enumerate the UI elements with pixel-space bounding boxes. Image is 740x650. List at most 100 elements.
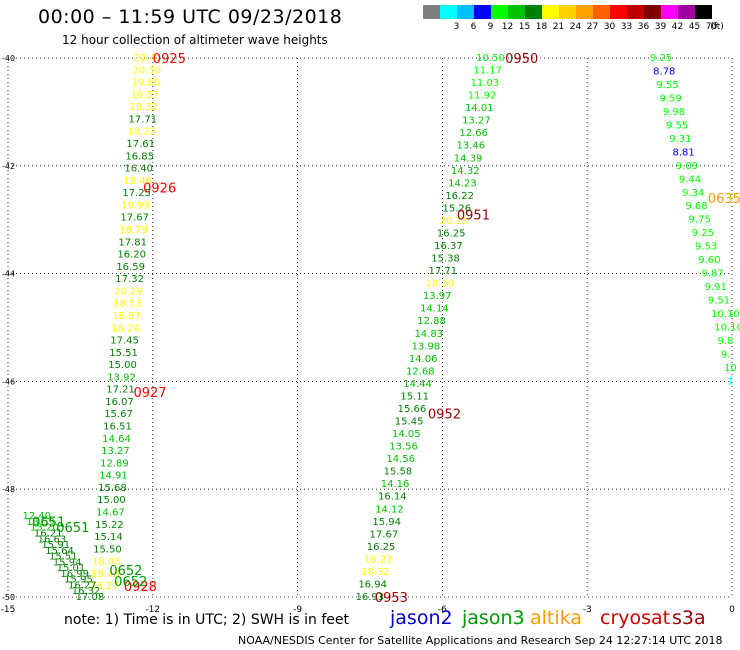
swh-value-s3a: 11.03 <box>471 78 500 89</box>
swh-value-jason2: 9.55 <box>666 120 688 131</box>
time-label: 0635 <box>708 192 740 207</box>
colorbar-swatch <box>695 5 712 19</box>
colorbar-label: 24 <box>569 22 582 32</box>
page-subtitle: 12 hour collection of altimeter wave hei… <box>62 33 328 47</box>
swh-value-jason2: 9.75 <box>689 215 711 226</box>
legend-altika: altika <box>530 607 582 629</box>
swh-value-s3a: 15.38 <box>431 254 460 265</box>
y-tick-label: -42 <box>2 162 15 171</box>
y-tick-label: -44 <box>2 270 15 279</box>
swh-value-jason3: 16.40 <box>124 164 153 175</box>
swh-value-s3a: 13.56 <box>389 442 418 453</box>
swh-value-jason3: 14.91 <box>99 471 128 482</box>
swh-value-s3a: 15.66 <box>398 404 427 415</box>
swh-value-jason3: 15.14 <box>94 532 123 543</box>
swh-value-jason3: 15.68 <box>98 483 127 494</box>
time-label: 0651 <box>56 521 89 536</box>
colorbar-swatch <box>559 5 576 19</box>
y-tick-label: -50 <box>2 593 15 602</box>
swh-value-s3a: 12.88 <box>417 316 446 327</box>
swh-value-jason3: 16.51 <box>103 422 132 433</box>
x-tick-label: -3 <box>583 605 592 615</box>
swh-value-jason2: 9.44 <box>679 174 701 185</box>
colorbar-unit: (ft) <box>710 22 724 32</box>
swh-value-jason3: 16.20 <box>117 250 146 261</box>
swh-value-jason2: 9.25 <box>692 228 714 239</box>
swh-value-s3a: 15.94 <box>372 517 401 528</box>
colorbar-label: 42 <box>671 22 684 32</box>
swh-value-jason3_south: 13.20 <box>30 523 59 534</box>
swh-value-jason3: 15.51 <box>109 348 138 359</box>
swh-value-jason2: 9.60 <box>698 255 720 266</box>
colorbar-label: 33 <box>620 22 633 32</box>
swh-value-jason3: 15.50 <box>93 544 122 555</box>
swh-value-jason2: 9.31 <box>669 134 691 145</box>
swh-value-jason3: 19.85 <box>131 78 160 89</box>
colorbar-label: 21 <box>552 22 565 32</box>
note-text: note: 1) Time is in UTC; 2) SWH is in fe… <box>64 612 350 628</box>
swh-value-jason3_south: 12.40 <box>22 511 51 522</box>
swh-value-jason2: 9.34 <box>682 188 704 199</box>
swh-value-jason2: 9.59 <box>660 93 682 104</box>
x-tick-label: -9 <box>293 605 302 615</box>
swh-value-jason2: 9. <box>721 349 731 360</box>
time-label: 0953 <box>375 591 408 606</box>
colorbar-label: 36 <box>637 22 650 32</box>
swh-value-jason3: 15.00 <box>97 495 126 506</box>
swh-value-jason3_south: 16.63 <box>38 534 67 545</box>
swh-value-jason3: 19.93 <box>121 200 150 211</box>
colorbar-swatch <box>440 5 457 19</box>
swh-value-jason3: 17.61 <box>126 139 155 150</box>
swh-value-s3a: 11.17 <box>473 66 502 77</box>
legend-jason2: jason2 <box>390 607 453 629</box>
swh-value-jason3_south: 15.94 <box>53 557 82 568</box>
swh-value-jason3: 17.21 <box>106 385 135 396</box>
swh-value-jason3: 13.27 <box>101 446 130 457</box>
swh-value-jason2: 9.53 <box>695 242 717 253</box>
swh-value-s3a: 13.46 <box>457 141 486 152</box>
swh-value-jason2: 10 <box>724 363 737 374</box>
swh-value-jason3: 14.64 <box>102 434 131 445</box>
swh-value-jason3_south: 16.99 <box>60 569 89 580</box>
colorbar-swatch <box>593 5 610 19</box>
colorbar-label: 6 <box>470 22 477 32</box>
swh-value-jason3: 18.79 <box>119 225 148 236</box>
time-label: 0652 <box>114 575 147 590</box>
colorbar-swatch <box>678 5 695 19</box>
swh-value-jason3_south: 16.27 <box>68 580 97 591</box>
colorbar-label: 30 <box>603 22 616 32</box>
colorbar-swatch <box>542 5 559 19</box>
swh-value-jason3: 18.22 <box>127 127 156 138</box>
colorbar-label: 45 <box>688 22 701 32</box>
colorbar-label: 3 <box>453 22 460 32</box>
swh-value-s3a: 16.94 <box>358 579 387 590</box>
swh-value-s3a: 20.15 <box>440 216 469 227</box>
time-label: 0652 <box>109 564 142 579</box>
colorbar-swatch <box>508 5 525 19</box>
swh-value-jason3: 12.89 <box>100 458 129 469</box>
swh-value-jason2: 9.91 <box>705 282 727 293</box>
swh-value-s3a: 14.23 <box>448 178 477 189</box>
swh-value-s3a: 14.16 <box>381 479 410 490</box>
x-tick-label: 0 <box>729 605 735 615</box>
swh-value-jason2: 9.51 <box>708 296 730 307</box>
swh-value-jason3: 18.32 <box>129 102 158 113</box>
time-label: 0952 <box>428 408 461 423</box>
swh-value-s3a: 16.14 <box>378 492 407 503</box>
swh-value-jason3: 20.41 <box>133 53 162 64</box>
swh-value-jason2: 9.87 <box>701 269 723 280</box>
swh-value-s3a: 16.25 <box>367 542 396 553</box>
time-label: 0927 <box>133 386 166 401</box>
colorbar-label: 18 <box>535 22 548 32</box>
y-tick-label: -46 <box>2 377 15 386</box>
swh-value-jason2: 9.09 <box>676 161 698 172</box>
swh-value-jason3: 18.53 <box>113 299 142 310</box>
time-label: 0950 <box>505 52 538 67</box>
swh-value-s3a: 18.32 <box>361 567 390 578</box>
colorbar-swatch <box>423 5 440 19</box>
swh-value-s3a: 16.93 <box>356 592 385 603</box>
x-tick-label: -15 <box>1 605 16 615</box>
swh-value-jason2: 10.10 <box>711 309 740 320</box>
swh-value-jason3_south: 15.95 <box>64 575 93 586</box>
